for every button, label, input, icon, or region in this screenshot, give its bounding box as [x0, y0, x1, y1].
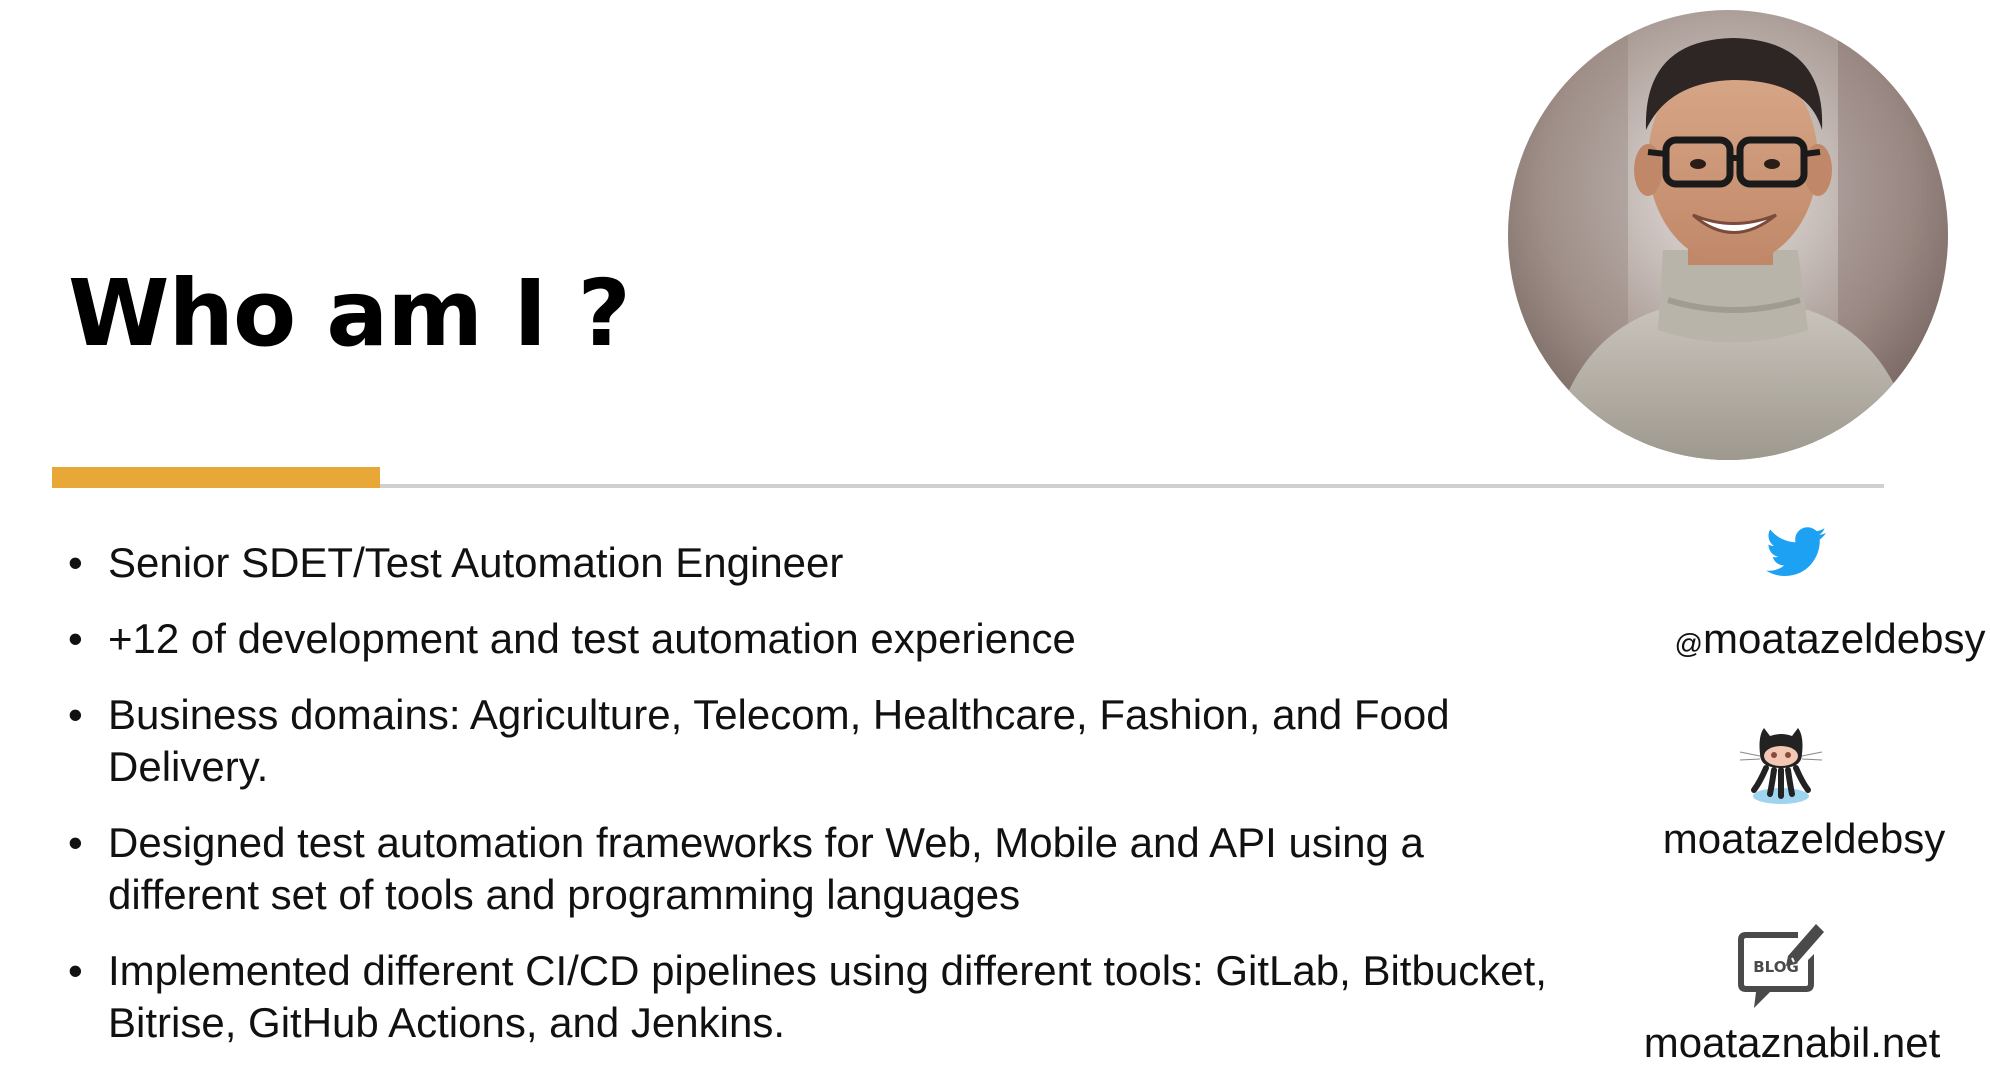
bullet-text: Designed test automation frameworks for … — [108, 819, 1424, 918]
github-handle[interactable]: moatazeldebsy — [1662, 815, 1946, 862]
bullet-dot: • — [68, 539, 83, 586]
twitter-bird-icon — [1766, 527, 1826, 576]
bullet-dot: • — [68, 819, 83, 866]
bullet-dot: • — [68, 615, 83, 662]
bullet-item: • +12 of development and test automation … — [68, 613, 1568, 665]
twitter-handle[interactable]: @moatazeldebsy — [1620, 618, 1990, 660]
slide-title: Who am I ? — [68, 260, 631, 367]
title-accent-bar — [52, 467, 380, 488]
twitter-at-sign: @ — [1674, 628, 1703, 659]
bullet-dot: • — [68, 691, 83, 738]
bullet-dot: • — [68, 947, 83, 994]
bullet-text: Implemented different CI/CD pipelines us… — [108, 947, 1547, 1046]
bullet-item: • Business domains: Agriculture, Telecom,… — [68, 689, 1568, 793]
bullet-item: • Implemented different CI/CD pipelines u… — [68, 945, 1568, 1049]
bullet-text: Senior SDET/Test Automation Engineer — [108, 539, 844, 586]
github-octocat-icon — [1739, 728, 1823, 804]
bullet-list: • Senior SDET/Test Automation Engineer • +… — [68, 537, 1568, 1073]
title-divider — [380, 484, 1884, 488]
bullet-text: Business domains: Agriculture, Telecom, … — [108, 691, 1450, 790]
bullet-item: • Designed test automation frameworks for… — [68, 817, 1568, 921]
profile-photo — [1508, 10, 1948, 460]
twitter-handle-text: moatazeldebsy — [1702, 615, 1986, 662]
blog-speech-bubble-icon: BLOG — [1738, 924, 1824, 1008]
bullet-text: +12 of development and test automation e… — [108, 615, 1076, 662]
bullet-item: • Senior SDET/Test Automation Engineer — [68, 537, 1568, 589]
blog-url[interactable]: moataznabil.net — [1643, 1019, 1941, 1066]
